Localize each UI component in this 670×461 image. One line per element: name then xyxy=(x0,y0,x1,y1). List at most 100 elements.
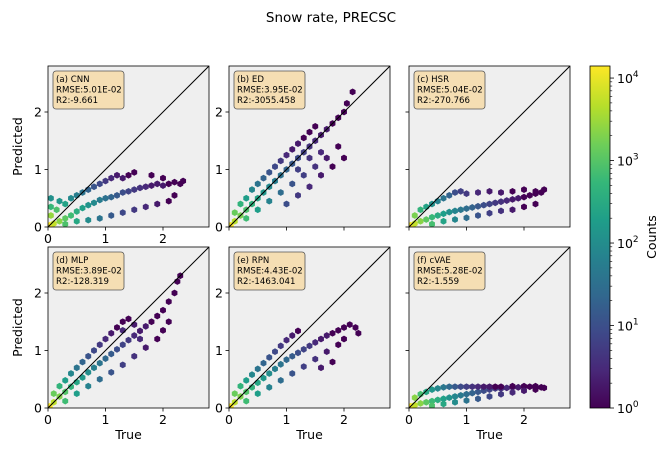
identity-line xyxy=(229,247,390,408)
hexbin-cell xyxy=(160,306,166,314)
hexbin-cell xyxy=(452,189,458,196)
annotation-box xyxy=(52,251,125,291)
hexbin-cell xyxy=(509,187,516,195)
hexbin-cell xyxy=(329,163,336,171)
hexbin-cell xyxy=(440,194,447,202)
hexbin-cell xyxy=(85,352,92,360)
y-tick-label: 0 xyxy=(34,220,42,235)
hexbin-cell xyxy=(498,383,504,391)
hexbin-cell xyxy=(272,163,278,171)
hexbin-cell xyxy=(475,212,481,219)
hexbin-cell xyxy=(295,191,301,199)
annotation-box xyxy=(52,70,125,110)
hexbin-cell xyxy=(266,383,273,391)
x-tick-label: 2 xyxy=(159,412,167,427)
hexbin-cell xyxy=(154,335,161,343)
hexbin-cell xyxy=(355,329,362,337)
hexbin-cell xyxy=(532,200,539,208)
hexbin-cell xyxy=(457,391,464,399)
hexbin-cell xyxy=(295,166,301,173)
hexbin-cell xyxy=(277,189,284,196)
hexbin-cell xyxy=(108,329,115,337)
hexbin-cell xyxy=(165,298,172,306)
hexbin-cell xyxy=(154,180,161,188)
hexbin-cell xyxy=(440,383,447,391)
hexbin-cell xyxy=(48,212,54,219)
y-tick-label: 1 xyxy=(215,343,223,358)
hexbin-cell xyxy=(521,186,527,194)
hexbin-cell xyxy=(283,151,290,159)
hexbin-cell xyxy=(475,202,481,210)
y-tick-label: 1 xyxy=(34,162,42,177)
hexbin-cell xyxy=(119,318,126,326)
hexbin-cell xyxy=(509,196,516,203)
hexbin-cell xyxy=(283,356,290,364)
hexbin-cell xyxy=(521,203,527,211)
hexbin-cell xyxy=(254,365,261,373)
hexbin-cell xyxy=(249,383,255,391)
hexbin-cell xyxy=(312,122,319,130)
hexbin-cell xyxy=(85,216,92,224)
hexbin-cell xyxy=(243,388,250,396)
hexbin-cell xyxy=(341,154,347,162)
hexbin-cell xyxy=(96,180,103,188)
hexbin-cell xyxy=(452,398,458,406)
hexbin-cell xyxy=(56,217,63,225)
hexbin-cell xyxy=(108,193,115,201)
hexbin-cell xyxy=(131,186,138,194)
hexbin-cell xyxy=(498,198,504,206)
hexbin-cell xyxy=(96,359,103,367)
hexbin-cell xyxy=(56,382,63,390)
hexbin-cell xyxy=(119,361,126,369)
hexbin-cell xyxy=(231,390,238,398)
hexbin-cell xyxy=(96,341,103,349)
y-tick-label: 1 xyxy=(215,162,223,177)
hexbin-cell xyxy=(312,339,319,346)
axes-frame xyxy=(408,65,571,228)
hexbin-cell xyxy=(254,180,261,188)
hexbin-cell xyxy=(480,201,487,209)
hexbin-cell xyxy=(457,187,464,195)
hexbin-cell xyxy=(142,203,149,211)
hexbin-cell xyxy=(73,364,80,372)
hexbin-cell xyxy=(312,163,319,171)
hexbin-cell xyxy=(300,363,307,370)
hexbin-cell xyxy=(160,174,166,182)
hexbin-cell xyxy=(341,324,347,331)
hexbin-cell xyxy=(503,197,510,204)
annotation-line: (d) MLP xyxy=(56,256,88,266)
hexbin-cell xyxy=(283,336,290,344)
annotation-box xyxy=(413,251,486,291)
hexbin-cell xyxy=(85,201,92,209)
x-tick-label: 0 xyxy=(405,412,413,427)
annotation-line: R2:-1.559 xyxy=(417,277,459,287)
hexbin-cell xyxy=(73,390,80,398)
y-tick-label: 1 xyxy=(34,343,42,358)
hexbin-cell xyxy=(434,385,441,392)
hexbin-cell xyxy=(137,184,143,192)
hexbin-cell xyxy=(79,358,86,366)
hexbin-cell xyxy=(108,350,115,358)
subplot-e: 0 1 2 0 1 2 True (e) RPNRMSE:4.43E-02R2:-1463.0… xyxy=(215,246,391,442)
hexbin-cell xyxy=(114,345,120,353)
hexbin-cell xyxy=(521,382,527,390)
hexbin-cell xyxy=(289,370,296,377)
hexbin-cell xyxy=(318,148,324,156)
hexbin-cell xyxy=(62,200,69,208)
hexbin-cell xyxy=(91,183,97,191)
annotation-line: RMSE:3.89E-02 xyxy=(56,267,122,277)
hexbin-cell xyxy=(102,194,109,202)
y-tick-label: 2 xyxy=(34,286,42,301)
hexbin-cell xyxy=(306,154,313,162)
annotation-line: (f) cVAE xyxy=(417,256,451,266)
colorbar-gradient xyxy=(589,65,611,409)
subplot-a: 0 1 2 0 1 2 Predicted (a) CNNRMSE:5.01E-02R2:-9… xyxy=(10,65,210,246)
hexbin-cell xyxy=(318,364,324,372)
hexbin-cell xyxy=(323,154,330,162)
hexbin-cell xyxy=(452,393,458,400)
hexbin-cell xyxy=(417,206,424,214)
hexbin-cell xyxy=(452,207,458,215)
hexbin-cell xyxy=(102,177,109,185)
